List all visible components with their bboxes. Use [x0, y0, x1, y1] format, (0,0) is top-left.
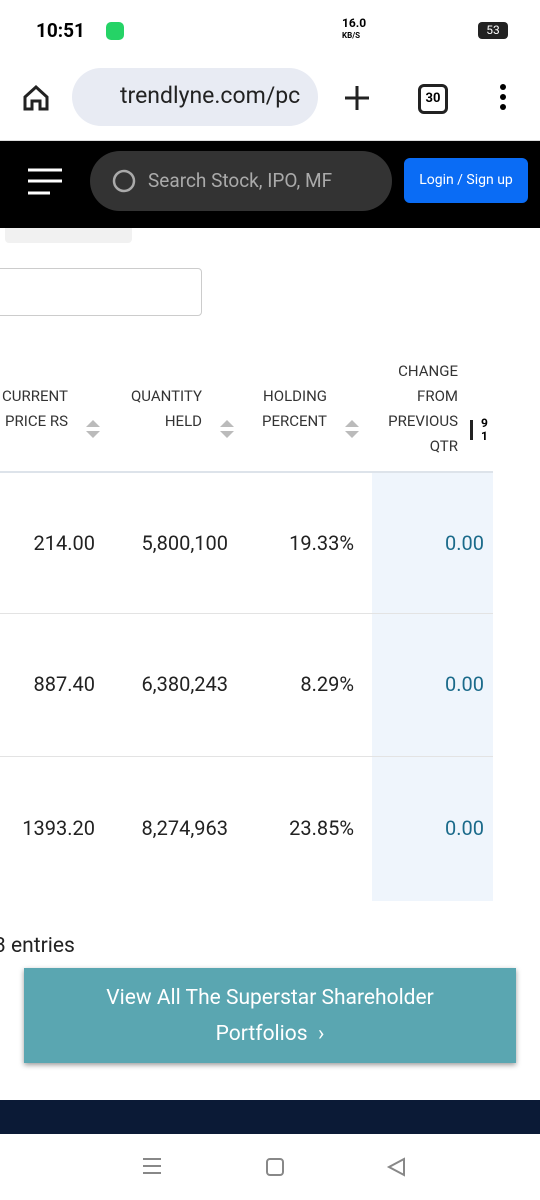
table-cell: 8.29% — [300, 672, 354, 696]
sort-arrows — [220, 420, 234, 427]
cta-button[interactable]: View All The Superstar Shareholder Portfo… — [24, 968, 516, 1063]
net-speed: 16.0 KB/S — [342, 16, 367, 41]
table-cell: 214.00 — [33, 530, 95, 555]
tab-button[interactable] — [5, 228, 132, 243]
table-cell: 8,274,963 — [141, 816, 228, 840]
login-button[interactable]: Login / Sign up — [404, 158, 528, 203]
highlight-column — [372, 473, 493, 901]
sort-arrows — [345, 431, 359, 438]
column-header: PREVIOUS — [388, 412, 458, 430]
sort-icon — [470, 420, 473, 440]
speed: 16.0 — [342, 16, 367, 30]
table-cell: 19.33% — [289, 530, 354, 555]
column-header: PERCENT — [262, 412, 327, 430]
new-tab[interactable] — [343, 84, 371, 112]
nav-bar — [143, 1157, 405, 1177]
column-header: QTR — [429, 437, 458, 455]
sort-icon-digit: 9 — [481, 416, 488, 430]
column-header: CHANGE — [398, 362, 458, 380]
column-header: HELD — [164, 412, 202, 430]
tabs[interactable]: 30 — [418, 84, 448, 114]
table-cell: 887.40 — [33, 672, 95, 696]
sort-arrows — [345, 420, 359, 427]
sort-arrows — [86, 420, 100, 427]
sort-arrows — [220, 431, 234, 438]
row-border — [0, 756, 493, 757]
table-cell: 0.00 — [445, 672, 484, 696]
table-cell: 6,380,243 — [141, 672, 228, 696]
home-nav[interactable] — [266, 1158, 284, 1176]
search-placeholder: Search Stock, IPO, MF — [148, 169, 333, 192]
header-border — [0, 471, 493, 473]
column-header: FROM — [417, 387, 458, 405]
table-cell: 23.85% — [289, 816, 354, 840]
sort-arrows — [86, 431, 100, 438]
url-bar[interactable]: trendlyne.com/pc — [72, 68, 318, 126]
search-box[interactable]: Search Stock, IPO, MF — [90, 151, 392, 211]
url: trendlyne.com/pc — [120, 82, 301, 109]
site-footer — [0, 1100, 540, 1134]
column-header: PRICE RS — [5, 412, 68, 430]
table-cell: 1393.20 — [22, 816, 95, 840]
search-input[interactable] — [0, 268, 202, 316]
cta-line: Portfolios — [215, 1022, 308, 1046]
row-border — [0, 613, 493, 614]
whatsapp-icon — [106, 22, 124, 40]
table-cell: 0.00 — [445, 816, 484, 840]
battery: 53 — [478, 22, 508, 39]
cta-line: View All The Superstar Shareholder — [106, 986, 434, 1010]
site-header: Search Stock, IPO, MF Login / Sign up — [0, 141, 540, 228]
menu[interactable] — [496, 82, 510, 114]
column-header: QUANTITY — [130, 387, 202, 405]
table-cell: 0.00 — [445, 530, 484, 555]
column-header: HOLDING — [263, 387, 327, 405]
table-cell: 5,800,100 — [141, 530, 228, 555]
speed-unit: KB/S — [342, 31, 361, 40]
home-button[interactable] — [22, 84, 50, 112]
browser-bar: trendlyne.com/pc 30 — [0, 60, 540, 141]
column-header: CURRENT — [2, 387, 68, 405]
entries-info: 3 entries — [0, 934, 75, 958]
back[interactable] — [386, 1157, 405, 1177]
hamburger[interactable] — [26, 166, 64, 198]
recents[interactable] — [143, 1158, 161, 1174]
sort-icon-digit: 1 — [481, 429, 488, 443]
time: 10:51 — [36, 19, 85, 42]
status-bar: 10:51 16.0 KB/S 53 — [0, 0, 540, 60]
